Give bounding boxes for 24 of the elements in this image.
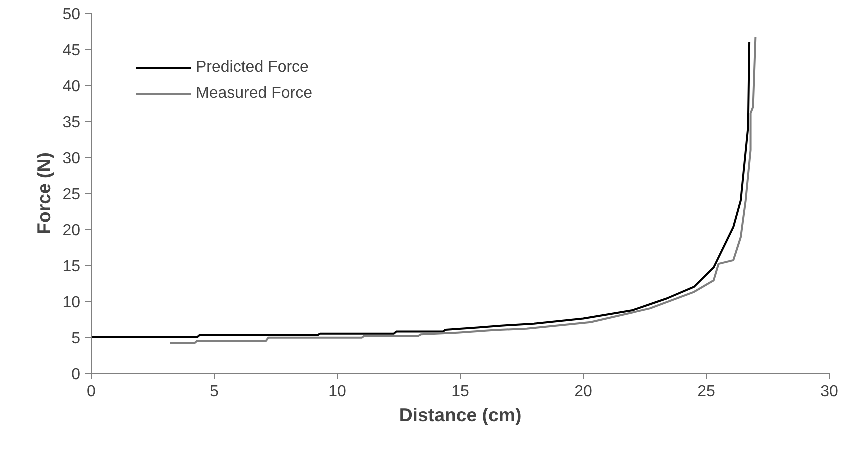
x-axis-title: Distance (cm) bbox=[399, 404, 522, 426]
line-series bbox=[92, 41, 751, 338]
y-tick-label: 25 bbox=[62, 186, 81, 204]
y-tick-label: 30 bbox=[62, 150, 81, 168]
x-tick-label: 5 bbox=[210, 384, 220, 400]
y-tick-label: 40 bbox=[62, 78, 81, 96]
y-tick-label: 45 bbox=[62, 42, 81, 60]
y-tick-label: 5 bbox=[72, 330, 81, 348]
y-tick-label: 15 bbox=[62, 258, 81, 276]
x-tick-label: 15 bbox=[452, 384, 470, 400]
y-tick-label: 35 bbox=[62, 114, 81, 132]
x-tick-label: 10 bbox=[328, 384, 346, 400]
y-tick-label: 20 bbox=[62, 222, 81, 240]
line-series bbox=[169, 36, 757, 344]
x-tick-label: 25 bbox=[698, 384, 716, 400]
y-axis-title: Force (N) bbox=[34, 152, 55, 234]
y-tick-label: 50 bbox=[62, 6, 81, 24]
y-tick-label: 0 bbox=[72, 366, 81, 384]
legend-label: Predicted Force bbox=[196, 59, 309, 77]
legend-label: Measured Force bbox=[196, 85, 312, 103]
x-tick-label: 30 bbox=[820, 384, 838, 400]
y-tick-label: 10 bbox=[62, 294, 81, 312]
x-tick-label: 0 bbox=[87, 384, 96, 400]
x-tick-label: 20 bbox=[574, 384, 592, 400]
